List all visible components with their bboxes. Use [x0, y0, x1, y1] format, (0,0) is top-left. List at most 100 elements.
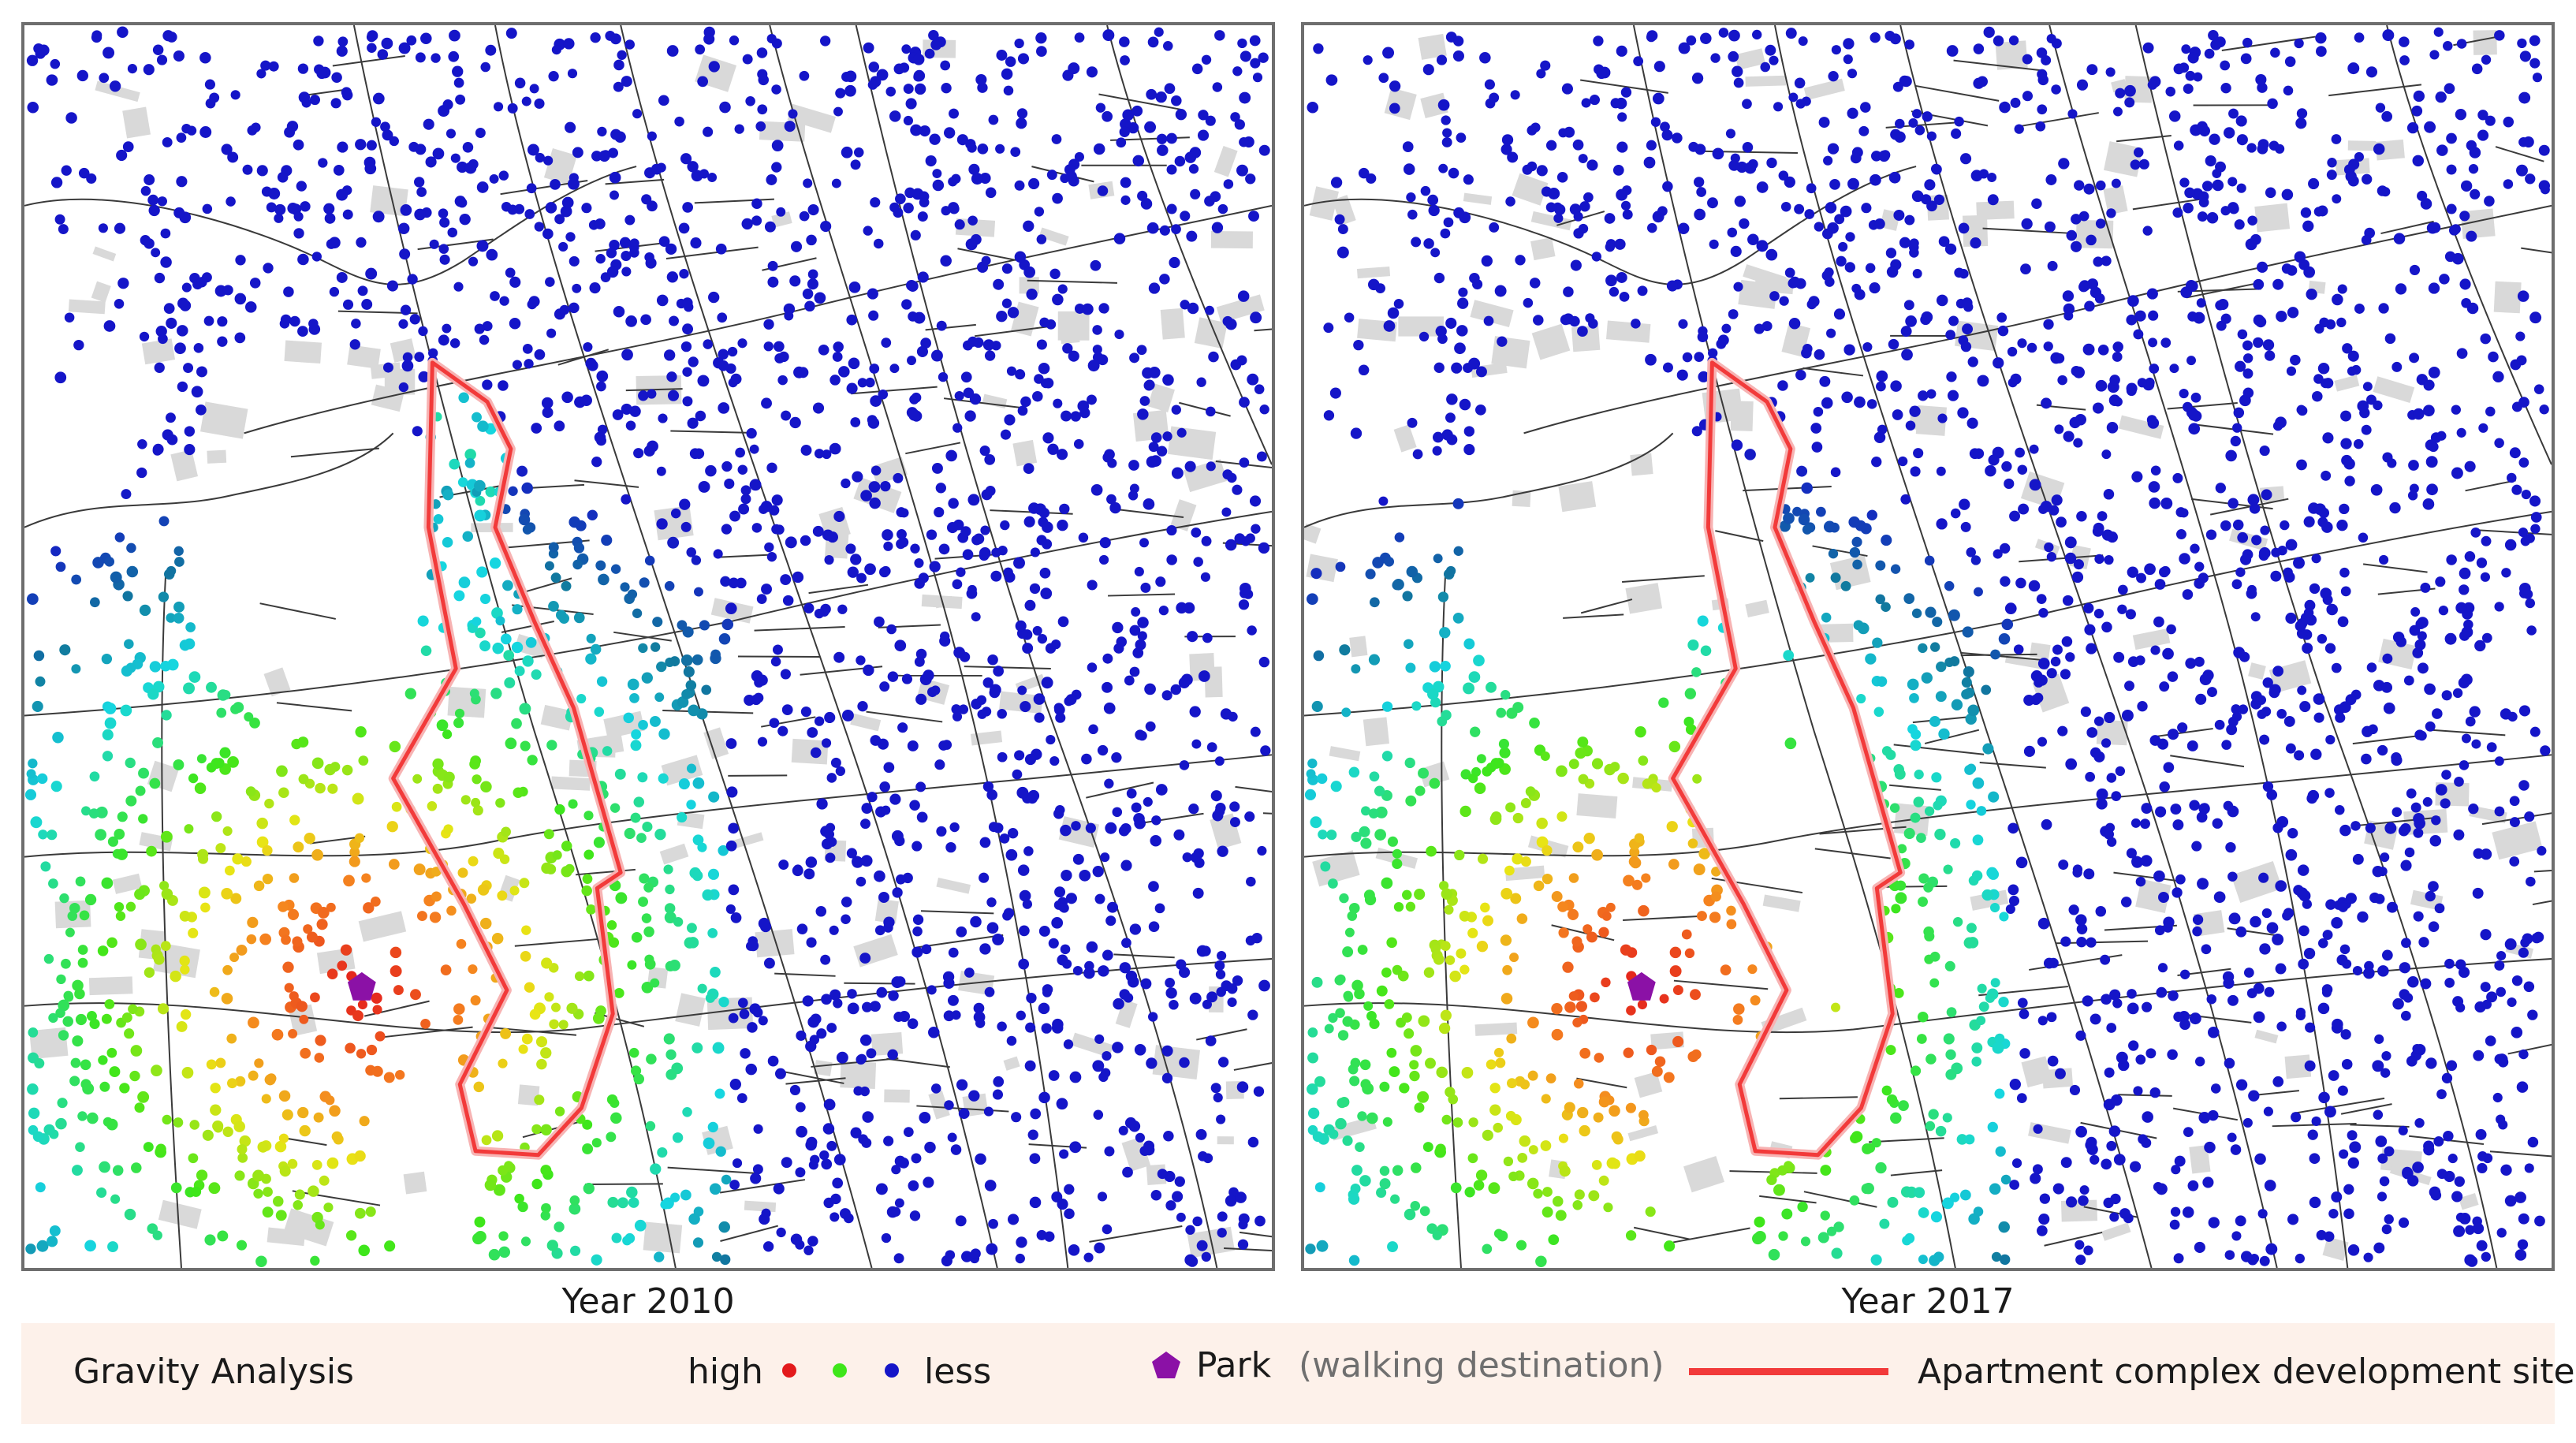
residence-point [1072, 853, 1084, 865]
residence-point [1381, 968, 1392, 978]
residence-point [1959, 498, 1970, 510]
residence-point [1768, 1248, 1780, 1261]
residence-point [2250, 915, 2261, 928]
residence-point [2046, 552, 2057, 562]
residence-point [2342, 343, 2353, 354]
building-footprint [2132, 628, 2171, 651]
residence-point [1387, 836, 1398, 847]
residence-point [2324, 1231, 2335, 1242]
residence-point [204, 79, 215, 90]
residence-point [101, 1013, 112, 1024]
parcel-line [2019, 554, 2104, 563]
residence-point [2237, 531, 2249, 543]
residence-point [1586, 931, 1597, 943]
residence-point [971, 612, 981, 622]
residence-point [1040, 587, 1053, 600]
residence-point [1625, 1102, 1636, 1113]
residence-point [1166, 203, 1177, 214]
residence-point [266, 202, 277, 213]
residence-point [2001, 460, 2012, 472]
residence-point [1156, 446, 1168, 457]
residence-point [2413, 827, 2424, 838]
residence-point [561, 391, 573, 404]
residence-point [1631, 879, 1643, 890]
residence-point [1335, 561, 1346, 572]
residence-point [741, 218, 753, 230]
residence-point [1205, 305, 1214, 315]
residence-point [2011, 1158, 2022, 1169]
residence-point [650, 1163, 662, 1175]
residence-point [306, 931, 318, 943]
residence-point [1246, 876, 1256, 887]
residence-point [117, 811, 128, 822]
residence-point [345, 1230, 357, 1241]
residence-point [2183, 202, 2194, 214]
residence-point [37, 773, 48, 785]
residence-point [1187, 302, 1199, 315]
residence-point [245, 786, 256, 797]
map-2017[interactable] [1304, 25, 2552, 1268]
residence-point [2015, 447, 2025, 458]
residence-point [1783, 650, 1795, 662]
residence-point [782, 595, 794, 606]
residence-point [1951, 128, 1962, 140]
residence-point [594, 707, 605, 718]
residence-point [1401, 1012, 1412, 1023]
map-panel-2017[interactable] [1301, 22, 2555, 1271]
residence-point [1155, 91, 1167, 103]
residence-point [987, 654, 998, 666]
residence-point [1439, 881, 1449, 891]
residence-point [505, 28, 517, 39]
residence-point [2529, 726, 2541, 737]
residence-point [1556, 811, 1568, 822]
parcel-line [925, 323, 976, 331]
residence-point [938, 543, 950, 555]
parcel-line [761, 716, 816, 728]
residence-point [2257, 1209, 2268, 1219]
residence-point [1035, 32, 1047, 44]
residence-point [1437, 716, 1448, 727]
residence-point [647, 389, 657, 399]
residence-point [1913, 796, 1925, 807]
residence-point [2083, 1245, 2093, 1255]
residence-point [276, 765, 288, 777]
residence-point [911, 841, 923, 852]
residence-point [569, 516, 580, 528]
parcel-line [2465, 479, 2516, 492]
residence-point [1307, 1027, 1318, 1038]
residence-point [1042, 984, 1053, 995]
residence-point [2424, 683, 2436, 695]
residence-point [2242, 368, 2254, 379]
residence-point [457, 867, 468, 878]
building-footprint [1398, 316, 1444, 337]
parcel-line [851, 386, 938, 395]
residence-point [2195, 693, 2207, 705]
residence-point [612, 409, 624, 420]
residence-point [185, 622, 196, 632]
building-footprint [1634, 1071, 1663, 1098]
residence-point [2235, 115, 2247, 127]
residence-point [2381, 1050, 2391, 1061]
residence-point [2373, 400, 2383, 411]
residence-point [565, 121, 576, 133]
residence-point [2500, 1164, 2512, 1176]
residence-point [1155, 784, 1168, 796]
residence-point [2321, 470, 2332, 481]
residence-point [621, 76, 632, 88]
residence-point [336, 272, 348, 283]
residence-point [1945, 330, 1956, 340]
residence-point [2345, 893, 2357, 904]
residence-point [1682, 352, 1693, 363]
residence-point [984, 454, 996, 465]
residence-point [489, 173, 499, 184]
residence-point [1506, 707, 1518, 719]
residence-point [499, 296, 509, 306]
residence-point [371, 1065, 383, 1077]
map-panel-2010[interactable] [21, 22, 1275, 1271]
residence-point [1890, 1112, 1902, 1124]
residence-point [475, 495, 486, 506]
map-2010[interactable] [24, 25, 1272, 1268]
residence-point [1647, 222, 1657, 233]
parcel-line [2227, 927, 2281, 938]
residence-point [2399, 55, 2410, 65]
